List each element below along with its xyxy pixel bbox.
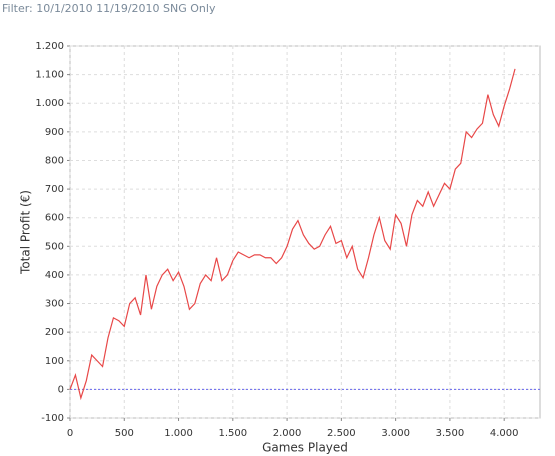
- x-axis-label: Games Played: [262, 441, 348, 455]
- profit-line: [69, 68, 516, 401]
- x-tick-label: 2.000: [273, 428, 302, 439]
- y-tick-label: 1.200: [35, 41, 64, 52]
- y-tick-label: 1.100: [35, 70, 64, 81]
- y-tick-label: 800: [45, 155, 64, 166]
- x-tick-label: 3.000: [381, 428, 410, 439]
- y-tick-label: 600: [45, 213, 64, 224]
- y-tick-label: 200: [45, 327, 64, 338]
- x-tick-label: 3.500: [436, 428, 465, 439]
- plot-area: [69, 45, 541, 419]
- y-tick-label: -100: [41, 413, 64, 424]
- x-tick-label: 1.000: [164, 428, 193, 439]
- y-tick-label: 900: [45, 127, 64, 138]
- x-tick-label: 500: [115, 428, 134, 439]
- x-tick-label: 1.500: [218, 428, 247, 439]
- y-tick-label: 1.000: [35, 98, 64, 109]
- filter-text: Filter: 10/1/2010 11/19/2010 SNG Only: [2, 2, 216, 15]
- y-tick-label: 500: [45, 241, 64, 252]
- x-tick-label: 0: [67, 428, 73, 439]
- y-axis-label: Total Profit (€): [19, 190, 33, 275]
- y-tick-label: 700: [45, 184, 64, 195]
- y-tick-label: 400: [45, 270, 64, 281]
- y-tick-label: 0: [58, 384, 64, 395]
- y-tick-label: 100: [45, 356, 64, 367]
- x-tick-label: 4.000: [490, 428, 519, 439]
- x-tick-label: 2.500: [327, 428, 356, 439]
- y-tick-label: 300: [45, 299, 64, 310]
